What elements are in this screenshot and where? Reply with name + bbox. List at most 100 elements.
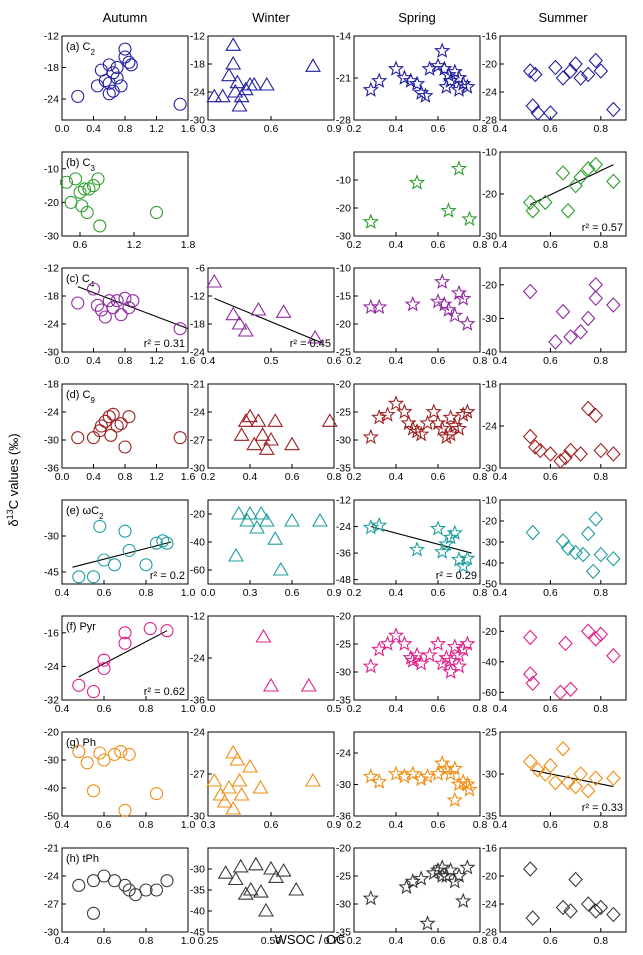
y-tick-label: -24 [482, 87, 497, 99]
y-tick-label: -24 [44, 407, 59, 419]
data-point [580, 310, 596, 327]
data-point [525, 910, 541, 926]
data-point [216, 793, 233, 808]
data-point [86, 570, 101, 584]
y-tick-label: -16 [44, 627, 59, 639]
data-point [229, 751, 246, 766]
data-point [450, 867, 468, 883]
y-tick-label: -18 [482, 379, 497, 391]
data-point [419, 768, 436, 784]
x-tick-label: 0.8 [593, 239, 608, 251]
data-point [122, 55, 136, 69]
y-tick-label: -24 [336, 521, 351, 533]
y-tick-label: -21 [44, 843, 59, 855]
scatter-panels: 0.0 0.4 0.8 1.2 1.6-12-18-24(a) C20.3 0.6 0.9-… [44, 31, 627, 948]
y-tick-label: -35 [482, 811, 497, 823]
data-point [106, 407, 120, 421]
x-tick-label: 0.8 [593, 471, 608, 483]
data-point [442, 652, 459, 668]
data-point [434, 859, 451, 875]
data-point [267, 531, 284, 545]
x-tick-label: 1.8 [181, 239, 196, 251]
y-tick-label: -20 [336, 379, 351, 391]
data-point [253, 505, 270, 520]
data-point [459, 859, 476, 875]
data-point [86, 431, 101, 445]
data-point [459, 315, 476, 331]
compound-label: (b) C3 [66, 157, 95, 173]
data-point [263, 431, 279, 446]
x-tick-label: 1.0 [181, 819, 196, 831]
y-tick-label: -18 [190, 319, 205, 331]
x-tick-label: 1.6 [181, 123, 196, 135]
data-point [588, 407, 604, 424]
data-point [229, 74, 246, 89]
y-tick-label: -28 [482, 115, 497, 127]
data-point [71, 431, 85, 445]
y-tick-label: -24 [336, 748, 351, 760]
data-point [233, 427, 250, 441]
x-tick-label: 0.4 [55, 935, 70, 947]
x-tick-label: 0.6 [543, 355, 558, 367]
data-point [398, 878, 415, 895]
data-point [396, 403, 413, 419]
compound-label: (f) Pyr [66, 621, 96, 633]
y-tick-label: -24 [190, 727, 205, 739]
x-tick-label: 0.8 [473, 355, 488, 367]
y-tick-label: -36 [190, 695, 205, 707]
x-tick-label: 0.2 [347, 935, 362, 947]
data-point [93, 519, 107, 533]
panel-7-autumn: 0.4 0.6 0.8 1.0 -20 -30 -40 -50 (g) Ph [44, 727, 196, 832]
data-point [434, 867, 451, 883]
data-point [94, 419, 108, 433]
data-point [558, 449, 573, 466]
data-point [379, 635, 396, 651]
y-tick-label: -30 [190, 811, 205, 823]
data-point [71, 296, 85, 310]
x-tick-label: 0.4 [389, 239, 404, 251]
panel-6-winter: 0.0 0.5 -12 -24 -36 [190, 611, 342, 716]
data-point [102, 58, 116, 72]
x-tick-label: 0.6 [543, 123, 558, 135]
data-point [588, 631, 604, 647]
data-point [149, 205, 164, 220]
data-point [413, 870, 430, 886]
data-point [588, 511, 604, 527]
x-tick-label: 0.4 [493, 355, 508, 367]
compound-label: (a) C2 [66, 41, 95, 57]
y-tick-label: -24 [190, 407, 205, 419]
y-tick-label: -20 [190, 509, 205, 521]
data-point [522, 753, 538, 770]
y-tick-label: -30 [482, 769, 497, 781]
r-squared-label: r² = 0.2 [150, 570, 185, 582]
data-point [227, 871, 244, 886]
data-point [413, 425, 430, 442]
panel-frame [499, 847, 627, 933]
data-point [80, 205, 94, 220]
regression-line [214, 297, 322, 344]
y-tick-label: -20 [482, 626, 497, 638]
data-point [371, 516, 388, 533]
x-tick-label: 0.2 [347, 471, 362, 483]
data-point [588, 290, 604, 307]
data-point [563, 63, 578, 79]
y-tick-label: -20 [336, 843, 351, 855]
y-tick-label: -35 [190, 885, 205, 897]
data-point [421, 646, 438, 663]
panel-5-spring: 0.2 0.4 0.6 0.8 -12 -24 -36 -48 r² = 0.29 [336, 495, 488, 600]
data-point [568, 56, 583, 72]
x-tick-label: 0.6 [431, 935, 446, 947]
panel-8-spring: 0.2 0.4 0.6 0.8 -20 -25 -30 -35 [336, 843, 488, 948]
y-tick-label: -30 [336, 435, 351, 447]
x-tick-label: 1.6 [181, 471, 196, 483]
data-point [118, 636, 132, 650]
data-point [118, 440, 132, 454]
data-point [139, 558, 153, 572]
data-point [446, 524, 463, 541]
x-tick-label: 0.4 [243, 471, 258, 483]
x-tick-label: 0.8 [139, 703, 154, 715]
data-point [97, 661, 111, 676]
data-point [387, 395, 405, 411]
y-tick-label: -30 [482, 463, 497, 475]
data-point [522, 428, 538, 445]
